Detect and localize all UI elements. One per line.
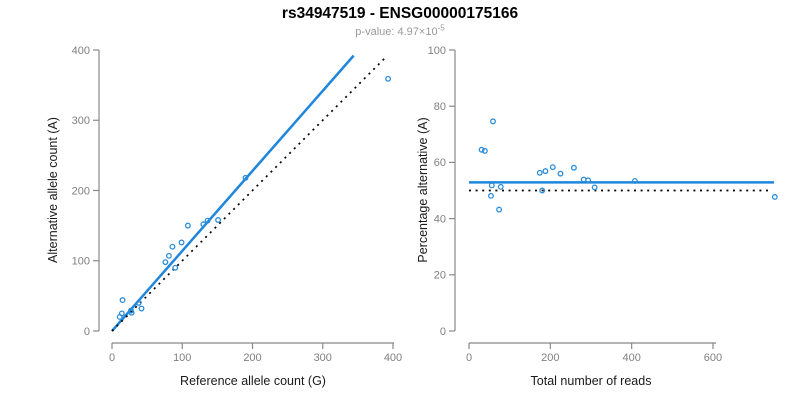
- x-tick-label: 400: [384, 352, 402, 364]
- y-tick-label: 40: [434, 213, 446, 225]
- x-tick-label: 600: [704, 352, 722, 364]
- data-point: [138, 305, 145, 312]
- y-tick-label: 100: [428, 45, 446, 57]
- data-point: [242, 174, 249, 181]
- y-tick-label: 300: [72, 115, 90, 127]
- data-point: [488, 192, 494, 199]
- data-point: [178, 239, 185, 246]
- p-value-exponent: -5: [437, 23, 445, 33]
- data-point: [478, 146, 485, 153]
- data-point: [549, 164, 556, 171]
- data-point: [165, 252, 172, 259]
- data-point: [542, 168, 549, 175]
- data-point: [385, 75, 392, 82]
- y-axis-title: Percentage alternative (A): [416, 117, 430, 262]
- y-tick-label: 80: [434, 101, 446, 113]
- identity-line: [111, 55, 388, 332]
- y-tick-label: 200: [72, 185, 90, 197]
- data-point: [162, 259, 169, 266]
- x-tick-label: 300: [314, 352, 332, 364]
- data-point: [557, 170, 564, 177]
- y-tick-label: 100: [72, 256, 90, 268]
- y-tick-label: 0: [84, 326, 90, 338]
- data-point: [204, 217, 211, 224]
- x-tick-label: 200: [243, 352, 261, 364]
- x-tick-label: 0: [466, 352, 472, 364]
- data-point: [496, 206, 503, 213]
- data-point: [591, 184, 598, 191]
- x-tick-label: 400: [622, 352, 640, 364]
- regression-line: [111, 54, 355, 332]
- p-value-subtitle: p-value: 4.97×10-5: [0, 23, 800, 38]
- data-point: [135, 299, 142, 306]
- p-value-text: p-value: 4.97×10: [355, 26, 438, 38]
- data-point: [481, 147, 488, 154]
- y-tick-label: 20: [434, 270, 446, 282]
- data-point: [169, 243, 176, 250]
- data-point: [215, 217, 222, 223]
- data-point: [497, 183, 504, 190]
- data-point: [172, 264, 179, 271]
- data-point: [570, 164, 577, 171]
- x-axis-title: Reference allele count (G): [180, 374, 326, 388]
- data-point: [536, 169, 543, 176]
- data-point: [118, 310, 125, 317]
- y-axis-title: Alternative allele count (A): [46, 117, 60, 263]
- page-title: rs34947519 - ENSG00000175166: [281, 5, 519, 22]
- data-point: [539, 187, 546, 194]
- data-point: [488, 182, 495, 189]
- data-point: [631, 177, 638, 184]
- x-tick-label: 100: [173, 352, 191, 364]
- y-tick-label: 0: [440, 326, 446, 338]
- y-tick-label: 60: [434, 157, 446, 169]
- x-tick-label: 0: [109, 352, 115, 364]
- x-axis-title: Total number of reads: [531, 374, 652, 388]
- data-point: [771, 194, 778, 200]
- x-tick-label: 200: [541, 352, 559, 364]
- data-point: [119, 297, 126, 304]
- data-point: [490, 118, 496, 125]
- y-tick-label: 400: [72, 45, 90, 57]
- data-point: [184, 222, 191, 229]
- data-point: [585, 177, 592, 184]
- data-point: [128, 309, 135, 316]
- data-point: [200, 221, 207, 228]
